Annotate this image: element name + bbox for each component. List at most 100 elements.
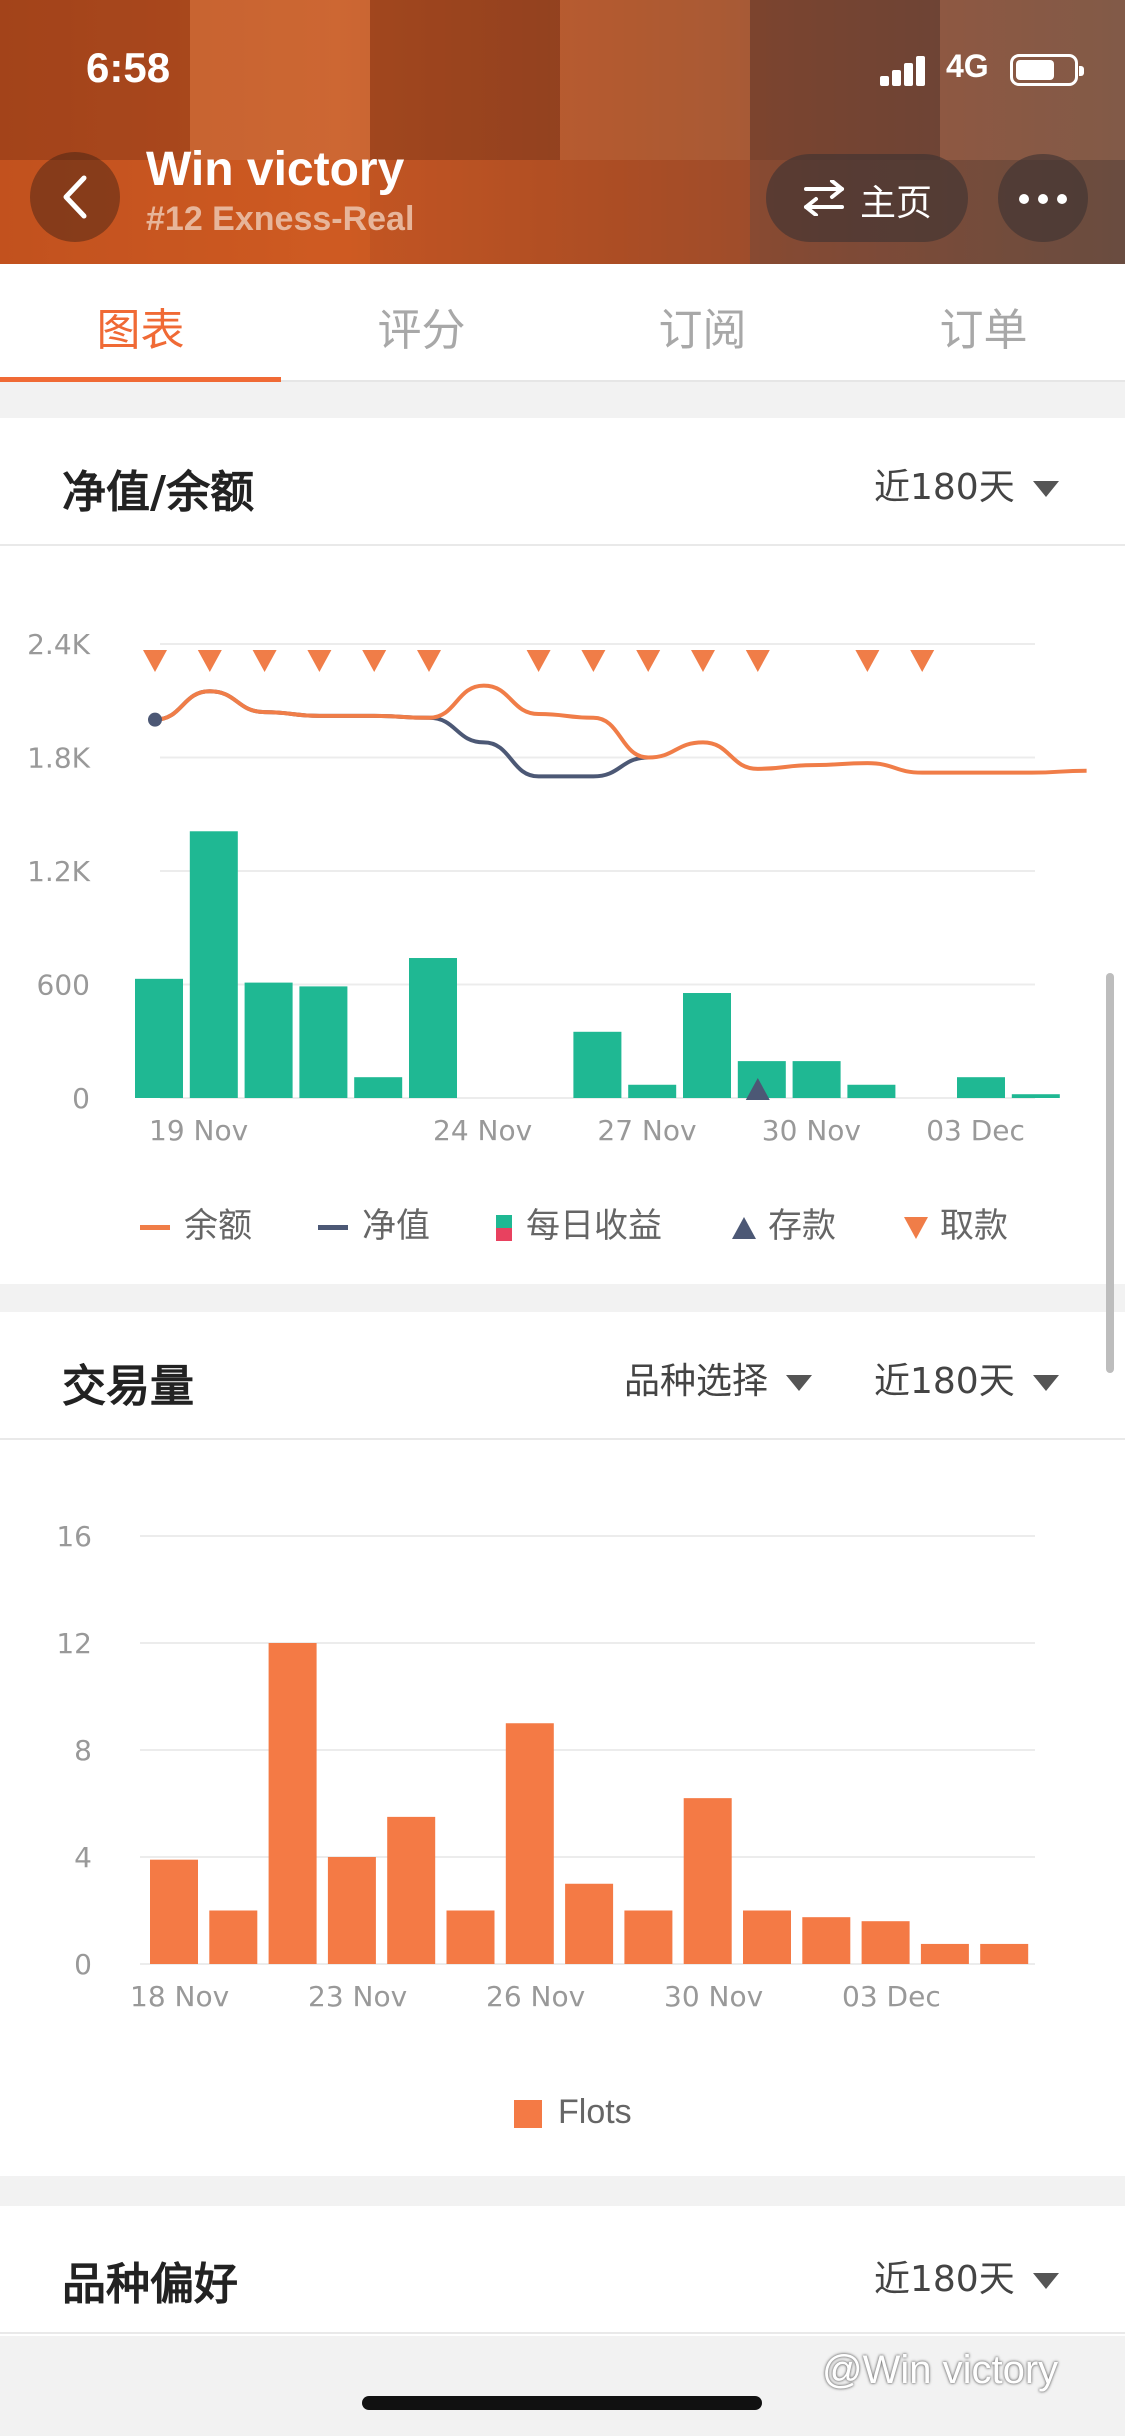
balance-line — [154, 683, 1087, 775]
header-photo — [370, 0, 560, 160]
x-tick-label: 03 Dec — [926, 1114, 1025, 1147]
equity-line — [154, 689, 649, 779]
withdrawal-marker — [691, 650, 715, 672]
caret-down-icon — [1032, 1375, 1059, 1391]
header-photo — [0, 160, 370, 264]
swap-icon — [804, 180, 844, 216]
withdrawal-marker — [143, 650, 167, 672]
profit-bar — [409, 958, 457, 1098]
equity-balance-chart: 0 600 1.2K 1.8K 2.4K 19 Nov 24 Nov 27 Nov 30 Nov… — [27, 628, 1087, 1147]
profit-bar — [244, 982, 293, 1098]
header-photo — [190, 0, 370, 160]
page-title: Win victory — [146, 143, 405, 196]
legend-label: Flots — [558, 2093, 632, 2131]
equity-line-swatch — [318, 1225, 348, 1230]
tab-chart[interactable]: 图表 — [96, 305, 185, 356]
legend-label: 净值 — [362, 1206, 430, 1246]
withdrawal-marker — [197, 650, 222, 672]
x-tick-label: 03 Dec — [842, 1980, 941, 2013]
more-icon — [1019, 194, 1067, 204]
tab-rating[interactable]: 评分 — [377, 305, 466, 356]
profit-bar — [792, 1061, 841, 1098]
volume-bar — [920, 1943, 969, 1964]
volume-bar — [268, 1643, 317, 1964]
legend-item-balance[interactable]: 余额 — [140, 1198, 252, 1247]
card-header: 交易量 品种选择 近180天 — [0, 1312, 1125, 1440]
battery-icon — [1010, 54, 1084, 86]
volume-bar — [505, 1723, 554, 1964]
withdrawal-marker — [855, 650, 880, 672]
legend-item-flots[interactable]: Flots — [514, 2092, 632, 2132]
tab-bar: 图表 评分 订阅 订单 — [0, 264, 1125, 382]
range-dropdown-label: 近180天 — [874, 2259, 1015, 2300]
profit-bar — [135, 978, 183, 1098]
volume-card: 交易量 品种选择 近180天 0 4 8 12 16 18 Nov 23 Nov 26 Nov… — [0, 1312, 1125, 2176]
withdrawal-marker — [910, 650, 935, 672]
legend-item-deposit[interactable]: 存款 — [732, 1198, 836, 1247]
withdrawal-marker — [417, 650, 441, 672]
x-tick-label: 30 Nov — [664, 1980, 763, 2013]
active-tab-indicator — [0, 377, 281, 382]
deposit-marker — [745, 1078, 770, 1100]
legend-item-daily-profit[interactable]: 每日收益 — [496, 1198, 662, 1247]
more-button[interactable] — [998, 154, 1088, 242]
y-tick-label: 2.4K — [27, 628, 91, 661]
profit-bar — [628, 1084, 677, 1098]
x-tick-label: 23 Nov — [308, 1980, 407, 2013]
range-dropdown[interactable]: 近180天 — [874, 458, 1059, 510]
flots-swatch — [514, 2099, 542, 2128]
y-tick-label: 600 — [37, 969, 90, 1002]
card-title: 品种偏好 — [62, 2259, 238, 2310]
profit-bar — [683, 993, 731, 1098]
legend-label: 每日收益 — [526, 1206, 662, 1246]
x-tick-label: 26 Nov — [486, 1980, 585, 2013]
card-title: 净值/余额 — [62, 467, 255, 518]
volume-chart: 0 4 8 12 16 18 Nov 23 Nov 26 Nov 30 Nov 03 Dec — [56, 1520, 1035, 2013]
signal-icon — [880, 56, 930, 86]
volume-bar — [980, 1943, 1029, 1964]
home-button[interactable]: 主页 — [766, 154, 968, 242]
home-indicator[interactable] — [362, 2396, 762, 2410]
x-tick-label: 19 Nov — [149, 1114, 248, 1147]
balance-line-swatch — [140, 1225, 170, 1230]
withdrawal-marker — [307, 650, 332, 672]
volume-bar — [387, 1816, 436, 1964]
back-button[interactable] — [30, 152, 120, 242]
withdrawal-marker — [636, 650, 661, 672]
range-dropdown-label: 近180天 — [874, 1361, 1015, 1402]
volume-bar — [861, 1921, 910, 1964]
scrollbar[interactable] — [1106, 973, 1114, 1373]
y-tick-label: 1.2K — [27, 855, 91, 888]
x-tick-label: 27 Nov — [597, 1114, 696, 1147]
volume-bar — [327, 1857, 376, 1964]
legend-item-withdrawal[interactable]: 取款 — [904, 1198, 1008, 1247]
tab-orders[interactable]: 订单 — [939, 305, 1028, 356]
legend-item-equity[interactable]: 净值 — [318, 1198, 430, 1247]
card-title: 交易量 — [62, 1361, 194, 1412]
withdrawal-marker — [526, 650, 551, 672]
withdrawal-marker — [362, 650, 387, 672]
network-type: 4G — [946, 48, 989, 84]
range-dropdown[interactable]: 近180天 — [874, 1352, 1059, 1404]
volume-bar — [209, 1910, 258, 1964]
withdrawal-marker — [745, 650, 770, 672]
profit-bar — [957, 1077, 1005, 1098]
tab-subscribe[interactable]: 订阅 — [658, 305, 747, 356]
triangle-down-icon — [904, 1216, 928, 1239]
volume-bar — [624, 1910, 673, 1964]
instrument-preference-card: 品种偏好 近180天 — [0, 2206, 1125, 2336]
watermark: @Win victory — [822, 2348, 1059, 2392]
range-dropdown[interactable]: 近180天 — [874, 2250, 1059, 2302]
status-bar: 6:58 4G — [0, 40, 1125, 100]
header-photo — [370, 160, 750, 264]
withdrawal-marker — [581, 650, 606, 672]
y-tick-label: 4 — [74, 1841, 92, 1874]
instrument-dropdown[interactable]: 品种选择 — [624, 1352, 813, 1404]
x-tick-label: 18 Nov — [130, 1980, 229, 2013]
volume-bar — [743, 1910, 791, 1964]
legend-label: 取款 — [940, 1206, 1008, 1246]
volume-bar — [565, 1883, 614, 1964]
card-header: 净值/余额 近180天 — [0, 418, 1125, 546]
y-tick-label: 0 — [72, 1082, 90, 1115]
instrument-dropdown-label: 品种选择 — [624, 1361, 769, 1402]
